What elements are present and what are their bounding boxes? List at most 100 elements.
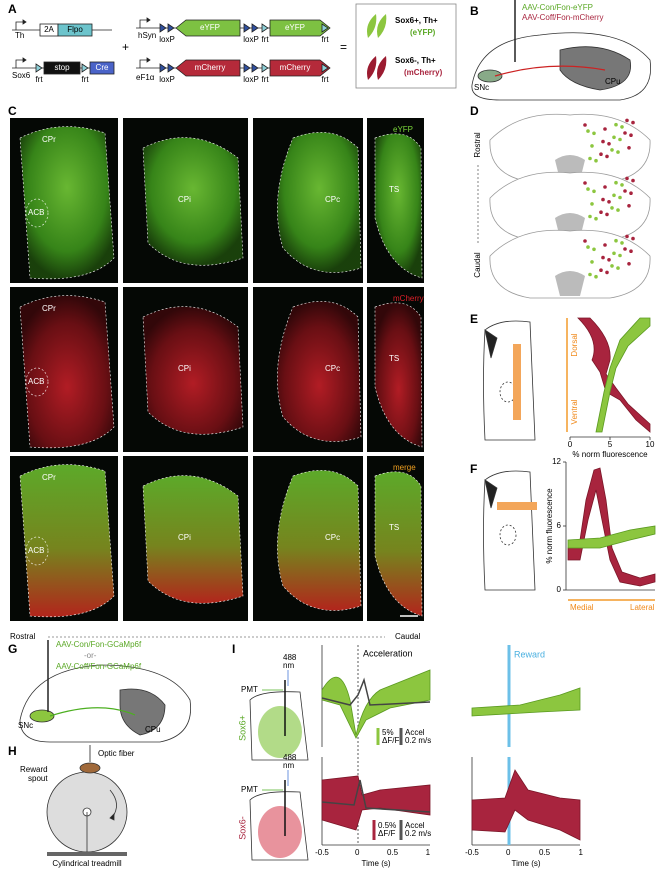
labeled-cell: [590, 202, 594, 206]
label: C: [8, 104, 17, 118]
label: frt: [261, 35, 269, 44]
labeled-cell: [601, 139, 605, 144]
label: CPc: [325, 364, 340, 373]
labeled-cell: [588, 214, 592, 219]
label: Optic fiber: [98, 749, 135, 758]
labeled-cell: [618, 253, 622, 258]
labeled-cell: [599, 268, 603, 273]
label: frt: [321, 35, 329, 44]
panel-b-art: [471, 0, 652, 101]
region-outline: [142, 475, 244, 604]
label: -0.5: [465, 848, 479, 857]
label: loxP: [159, 75, 175, 84]
labeled-cell: [592, 189, 596, 194]
label: frt: [81, 75, 89, 84]
label: H: [8, 744, 17, 758]
labeled-cell: [603, 243, 607, 247]
label: % norm fluorescence: [572, 450, 648, 459]
region-outline: [277, 132, 362, 273]
labeled-cell: [583, 239, 587, 243]
label: 0: [557, 585, 562, 594]
region-outline: [142, 137, 244, 266]
label: Sox6+, Th+: [395, 16, 438, 25]
labeled-cell: [594, 158, 598, 163]
region-outline: [19, 126, 115, 280]
labeled-cell: [631, 178, 635, 183]
label: mCherry: [195, 63, 226, 72]
tissue: [143, 137, 243, 266]
label: eYFP: [200, 23, 220, 32]
label: +: [122, 40, 129, 54]
label: (mCherry): [404, 68, 443, 77]
label: (eYFP): [410, 28, 436, 37]
label: Flpo: [67, 25, 83, 34]
tissue: [375, 302, 422, 447]
labeled-cell: [590, 260, 594, 264]
labeled-cell: [601, 255, 605, 260]
label: 488: [283, 653, 297, 662]
labeled-cell: [625, 176, 629, 181]
label: AAV-Con/Fon-GCaMp6f: [56, 640, 142, 649]
label: spout: [28, 774, 48, 783]
tissue: [143, 475, 243, 604]
label: loxP: [159, 35, 175, 44]
label: Accel: [405, 821, 425, 830]
label: 5%: [382, 728, 394, 737]
labeled-cell: [623, 189, 627, 193]
label: 2A: [44, 25, 54, 34]
label: 5: [608, 440, 613, 449]
labeled-cell: [627, 146, 631, 150]
panel-c-images: [10, 118, 424, 638]
label: PMT: [241, 785, 258, 794]
label: Reward: [514, 649, 545, 659]
labeled-cell: [629, 133, 633, 137]
label: mCherry: [393, 294, 424, 303]
labeled-cell: [588, 156, 592, 161]
label: Reward: [20, 765, 48, 774]
label: 0.5%: [378, 821, 396, 830]
label: 0.5: [387, 848, 399, 857]
label: 0.2 m/s: [405, 829, 431, 838]
label: TS: [389, 523, 399, 532]
label: CPi: [178, 195, 191, 204]
label: CPi: [178, 533, 191, 542]
label: Th: [15, 31, 24, 40]
label: Dorsal: [570, 333, 579, 356]
brain-section: [489, 113, 651, 183]
label: Rostral: [10, 632, 36, 641]
labeled-cell: [583, 181, 587, 185]
tissue: [277, 301, 361, 442]
labeled-cell: [607, 258, 611, 262]
label: E: [470, 312, 478, 326]
label: stop: [54, 63, 70, 72]
labeled-cell: [594, 274, 598, 279]
labeled-cell: [586, 129, 590, 133]
label: CPc: [325, 195, 340, 204]
labeled-cell: [592, 247, 596, 252]
label: 12: [552, 457, 561, 466]
labeled-cell: [631, 120, 635, 125]
label: 0.5: [539, 848, 551, 857]
labeled-cell: [610, 148, 614, 152]
labeled-cell: [618, 195, 622, 200]
label: ACB: [28, 546, 44, 555]
label: Caudal: [473, 252, 482, 278]
label: eYFP: [285, 23, 305, 32]
labeled-cell: [599, 152, 603, 156]
labeled-cell: [614, 180, 618, 185]
acb-outline: [25, 367, 49, 397]
label: TS: [389, 185, 399, 194]
label: ACB: [28, 208, 44, 217]
label: SNc: [18, 721, 33, 730]
label: ΔF/F: [378, 829, 395, 838]
labeled-cell: [620, 183, 624, 187]
label: 10: [646, 440, 655, 449]
tissue: [143, 306, 243, 435]
region-outline: [374, 133, 423, 279]
label: CPu: [605, 77, 621, 86]
labeled-cell: [612, 135, 616, 140]
tissue: [375, 471, 422, 616]
region-outline: [277, 470, 362, 611]
label: frt: [35, 75, 43, 84]
